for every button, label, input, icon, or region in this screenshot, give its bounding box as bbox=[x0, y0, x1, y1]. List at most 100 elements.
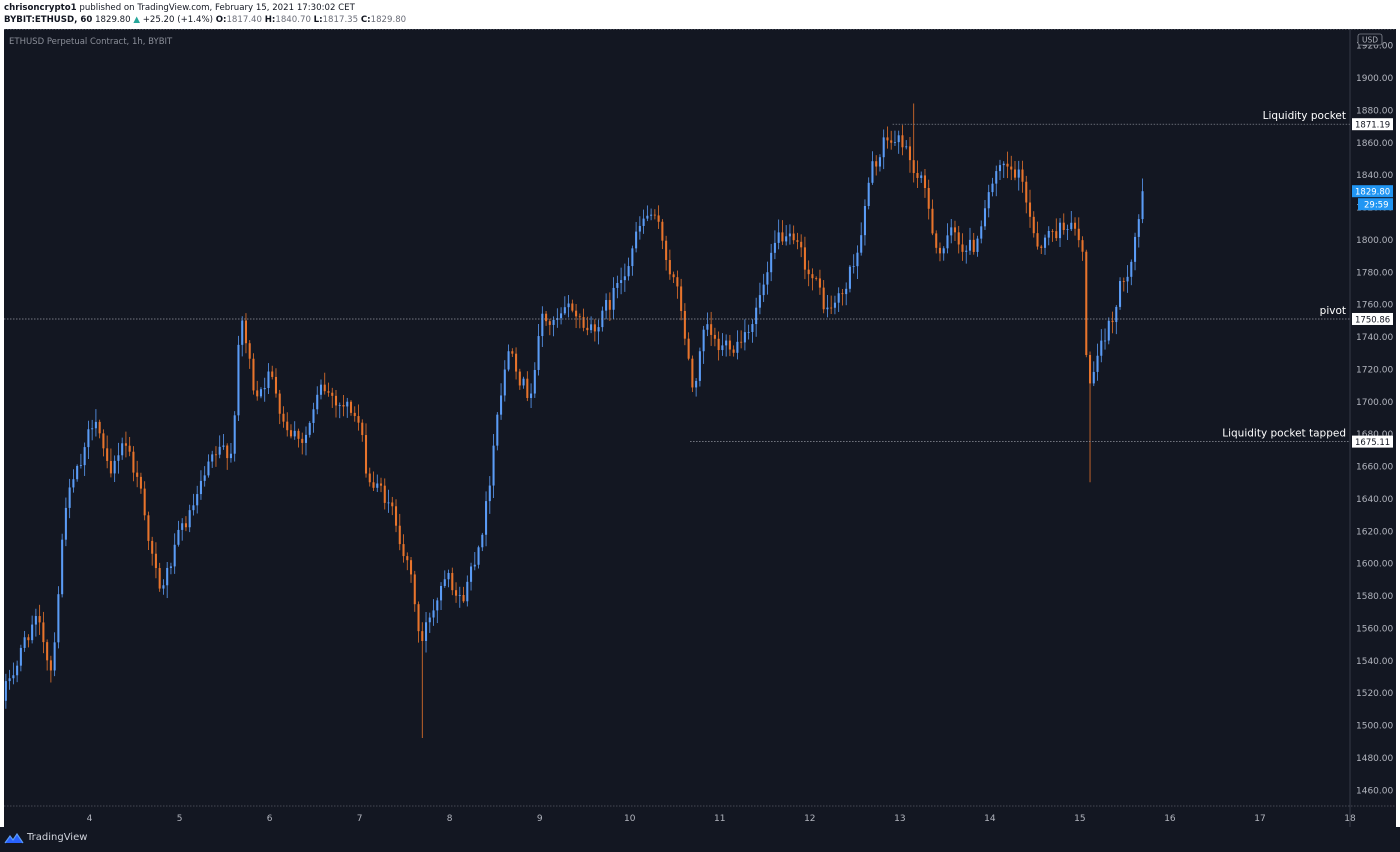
candle-body bbox=[972, 239, 975, 252]
candle-body bbox=[920, 175, 923, 178]
candle-body bbox=[458, 594, 461, 596]
candle-body bbox=[1025, 181, 1028, 203]
candle-body bbox=[334, 395, 338, 406]
candle-body bbox=[668, 260, 671, 275]
high-value: 1840.70 bbox=[275, 15, 311, 25]
candle-body bbox=[672, 274, 675, 278]
candle-body bbox=[46, 642, 49, 661]
y-tick-label: 1600.00 bbox=[1356, 560, 1393, 570]
candle-body bbox=[229, 453, 232, 459]
candle-body bbox=[214, 454, 217, 456]
y-tick-label: 1540.00 bbox=[1356, 657, 1393, 667]
candle-body bbox=[34, 616, 37, 625]
candle-body bbox=[428, 617, 431, 623]
x-tick-label: 15 bbox=[1074, 814, 1085, 824]
publish-line: chrisoncrypto1 published on TradingView.… bbox=[4, 3, 355, 14]
legend-label: ETHUSD Perpetual Contract, 1h, BYBIT bbox=[9, 37, 173, 47]
candle-body bbox=[713, 334, 716, 339]
candle-body bbox=[886, 137, 889, 141]
candle-body bbox=[87, 429, 90, 448]
candle-body bbox=[875, 161, 878, 167]
candle-body bbox=[545, 313, 548, 322]
candle-body bbox=[241, 320, 244, 345]
candle-body bbox=[38, 616, 41, 623]
candle-body bbox=[169, 566, 172, 568]
candle-body bbox=[203, 475, 206, 481]
candle-body bbox=[766, 272, 769, 285]
chart-panel[interactable]: 1460.00 1480.00 1500.00 1520.00 1540.00 1560.… bbox=[4, 29, 1396, 827]
candle-body bbox=[987, 192, 990, 209]
candle-body bbox=[863, 205, 866, 236]
x-tick-label: 12 bbox=[804, 814, 815, 824]
candle-body bbox=[935, 233, 938, 248]
candle-body bbox=[661, 221, 664, 241]
candle-body bbox=[466, 581, 469, 602]
candle-body bbox=[368, 473, 371, 483]
candle-body bbox=[961, 244, 964, 252]
candle-body bbox=[758, 295, 761, 308]
candle-body bbox=[526, 378, 529, 398]
candle-body bbox=[676, 277, 679, 287]
candle-body bbox=[586, 327, 589, 331]
candle-body bbox=[477, 547, 480, 565]
candle-body bbox=[409, 560, 413, 575]
candle-body bbox=[233, 415, 236, 454]
candle-body bbox=[616, 282, 619, 288]
candle-body bbox=[271, 371, 274, 377]
candle-body bbox=[653, 214, 656, 216]
y-tick-label: 1680.00 bbox=[1356, 430, 1393, 440]
candle-body bbox=[1055, 231, 1058, 239]
currency-box bbox=[1357, 33, 1383, 46]
candle-body bbox=[976, 238, 979, 252]
candle-body bbox=[470, 566, 473, 582]
candle-body bbox=[905, 146, 908, 148]
candle-body bbox=[278, 393, 281, 414]
candle-body bbox=[128, 445, 131, 452]
annotation-label: Liquidity pocket bbox=[1263, 110, 1346, 122]
candle-body bbox=[845, 288, 848, 295]
candle-body bbox=[91, 428, 94, 430]
y-tick-label: 1640.00 bbox=[1356, 495, 1393, 505]
candle-body bbox=[440, 585, 443, 601]
candle-body bbox=[398, 525, 401, 545]
candle-body bbox=[1051, 230, 1054, 232]
candle-body bbox=[822, 287, 825, 310]
candle-body bbox=[781, 232, 784, 242]
candle-body bbox=[635, 231, 638, 249]
candle-body bbox=[1081, 240, 1084, 252]
candle-body bbox=[725, 340, 728, 346]
x-tick-label: 18 bbox=[1344, 814, 1356, 824]
candle-body bbox=[19, 647, 22, 666]
symbol-label[interactable]: BYBIT:ETHUSD, 60 bbox=[4, 15, 93, 25]
candle-body bbox=[83, 447, 86, 466]
candle-body bbox=[743, 332, 746, 343]
candle-body bbox=[72, 479, 75, 488]
candle-body bbox=[856, 252, 859, 267]
annotation-price-box bbox=[1352, 118, 1393, 131]
candle-body bbox=[256, 390, 259, 397]
candle-body bbox=[623, 276, 626, 281]
candle-body bbox=[136, 472, 139, 477]
candle-body bbox=[755, 307, 758, 325]
candle-body bbox=[372, 482, 375, 488]
candle-body bbox=[717, 338, 720, 351]
tradingview-logo-icon[interactable] bbox=[4, 833, 24, 845]
candle-body bbox=[803, 247, 806, 270]
publisher-name[interactable]: chrisoncrypto1 bbox=[4, 3, 77, 13]
y-tick-label: 1740.00 bbox=[1356, 333, 1393, 343]
candle-body bbox=[882, 137, 885, 158]
candle-body bbox=[751, 324, 754, 332]
tradingview-brand[interactable]: TradingView bbox=[27, 832, 88, 843]
candle-body bbox=[1006, 163, 1009, 167]
candlestick-chart[interactable]: 1460.00 1480.00 1500.00 1520.00 1540.00 1560.… bbox=[4, 29, 1396, 827]
candle-body bbox=[593, 324, 596, 332]
candle-body bbox=[991, 183, 994, 193]
chart-header: chrisoncrypto1 published on TradingView.… bbox=[0, 0, 1400, 28]
candle-body bbox=[421, 631, 424, 642]
y-tick-label: 1460.00 bbox=[1356, 786, 1393, 796]
candle-body bbox=[665, 240, 668, 261]
candle-body bbox=[263, 388, 266, 390]
countdown-label: 29:59 bbox=[1364, 201, 1389, 211]
candle-body bbox=[177, 529, 180, 545]
candle-body bbox=[620, 280, 623, 283]
